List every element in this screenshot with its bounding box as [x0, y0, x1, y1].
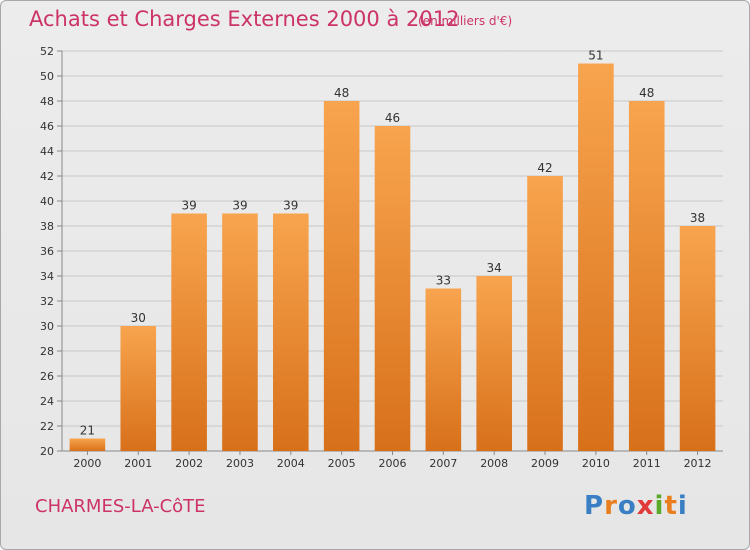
bar: [628, 101, 665, 451]
logo-letter: i: [654, 491, 665, 521]
logo-letter: t: [664, 491, 678, 521]
y-tick-label: 20: [40, 445, 54, 458]
bars: [69, 63, 716, 451]
bar-value-label: 33: [436, 274, 451, 288]
x-tick-label: 2001: [124, 457, 152, 470]
bar-value-label: 42: [537, 161, 552, 175]
bar: [374, 126, 411, 451]
bar-value-label: 48: [334, 86, 349, 100]
logo-letter: P: [584, 491, 605, 521]
y-tick-label: 38: [40, 220, 54, 233]
bar: [578, 63, 614, 451]
bar-value-label: 39: [181, 199, 196, 213]
y-tick-label: 32: [40, 295, 54, 308]
y-tick-label: 22: [40, 420, 54, 433]
chart-title: Achats et Charges Externes 2000 à 2012: [29, 7, 460, 31]
bar: [679, 226, 716, 451]
bar-value-label: 34: [487, 261, 502, 275]
y-tick-label: 30: [40, 320, 54, 333]
x-tick-label: 2006: [379, 457, 407, 470]
x-tick-label: 2012: [684, 457, 712, 470]
proxiti-logo: Proxiti: [584, 491, 688, 521]
x-tick-label: 2011: [633, 457, 661, 470]
bar: [527, 176, 563, 451]
y-tick-label: 28: [40, 345, 54, 358]
bar: [323, 101, 360, 451]
x-tick-label: 2000: [73, 457, 101, 470]
bar: [222, 213, 258, 451]
bar: [476, 276, 512, 451]
bar: [273, 213, 309, 451]
y-tick-label: 44: [40, 145, 54, 158]
bar-value-label: 39: [232, 199, 247, 213]
bar: [69, 438, 106, 451]
logo-letter: i: [677, 491, 688, 521]
x-tick-label: 2009: [531, 457, 559, 470]
bar-value-label: 39: [283, 199, 298, 213]
x-tick-label: 2007: [429, 457, 457, 470]
bar-value-label: 46: [385, 111, 400, 125]
bar-value-label: 51: [588, 49, 603, 63]
y-tick-label: 50: [40, 70, 54, 83]
x-tick-label: 2003: [226, 457, 254, 470]
x-tick-label: 2002: [175, 457, 203, 470]
y-tick-label: 48: [40, 95, 54, 108]
logo-letter: o: [617, 491, 637, 521]
bar-value-label: 38: [690, 211, 705, 225]
bar: [425, 288, 462, 451]
chart-subtitle: (en milliers d'€): [418, 14, 513, 28]
x-tick-label: 2005: [328, 457, 356, 470]
y-tick-label: 46: [40, 120, 54, 133]
y-tick-label: 34: [40, 270, 54, 283]
bar-value-label: 21: [80, 424, 95, 438]
x-tick-label: 2008: [480, 457, 508, 470]
commune-name: CHARMES-LA-CôTE: [35, 496, 206, 517]
y-tick-label: 26: [40, 370, 54, 383]
y-tick-label: 42: [40, 170, 54, 183]
x-tick-label: 2010: [582, 457, 610, 470]
bar-value-label: 48: [639, 86, 654, 100]
x-tick-label: 2004: [277, 457, 305, 470]
y-tick-label: 24: [40, 395, 54, 408]
logo-letter: r: [604, 491, 618, 521]
bar: [120, 326, 157, 451]
bar-value-label: 30: [131, 311, 146, 325]
y-tick-label: 40: [40, 195, 54, 208]
bar: [171, 213, 207, 451]
logo-letter: x: [636, 491, 655, 521]
y-tick-label: 36: [40, 245, 54, 258]
labels: 20 22 24 26 28 30 32 34 36 38 40 42 44 46 48 50 52 21 2000…: [40, 45, 712, 470]
y-tick-label: 52: [40, 45, 54, 58]
